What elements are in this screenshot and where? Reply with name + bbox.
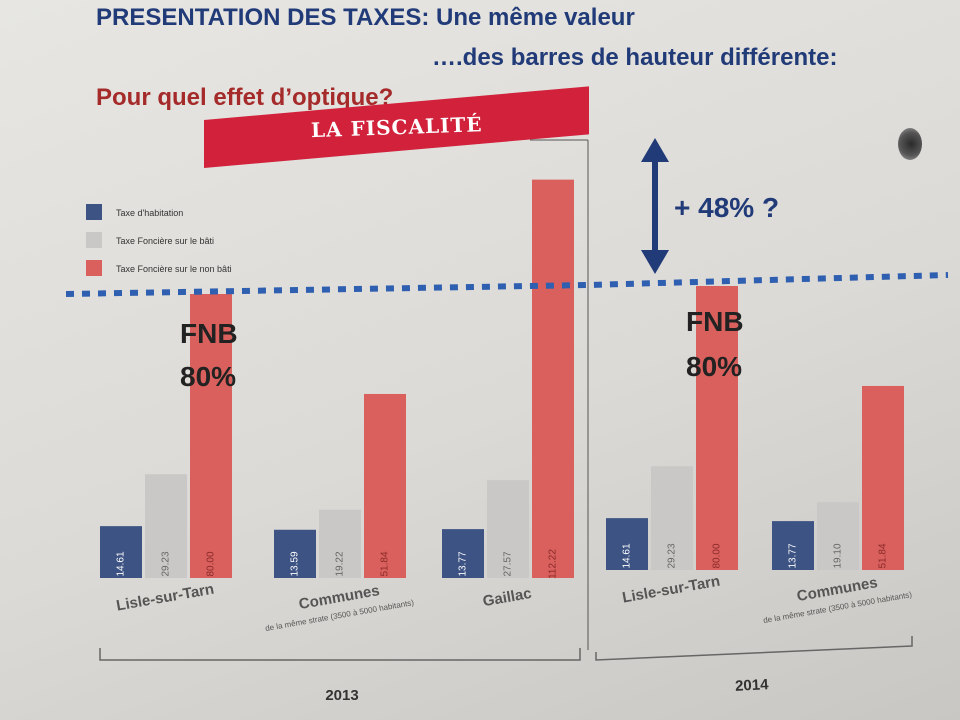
legend-label: Taxe Foncière sur le bâti <box>116 236 214 246</box>
legend-label: Taxe d'habitation <box>116 208 183 218</box>
bar-2014-0-0 <box>606 518 648 570</box>
bar-2014-0-1 <box>651 466 693 570</box>
bar-value-label: 29.23 <box>161 551 172 576</box>
legend-swatch-0 <box>86 204 102 220</box>
year-label-2014: 2014 <box>735 676 770 695</box>
bracket-2013 <box>99 648 581 661</box>
bar-2013-2-1 <box>487 480 529 578</box>
category-label: Gaillac <box>482 585 533 610</box>
header-subtitle: ….des barres de hauteur différente: <box>432 44 838 71</box>
bar-2014-1-0 <box>772 521 814 570</box>
fnb-value-2013: 80% <box>180 361 236 392</box>
category-label: Lisle-sur-Tarn <box>621 573 721 607</box>
bar-value-label: 80.00 <box>712 543 723 568</box>
arrow-up-head <box>641 138 669 162</box>
bar-value-label: 19.22 <box>335 551 346 576</box>
bar-2013-1-0 <box>274 529 316 578</box>
bar-value-label: 19.10 <box>833 543 844 568</box>
bar-2013-0-0 <box>100 526 142 578</box>
bar-value-label: 80.00 <box>206 551 217 576</box>
bar-value-label: 13.59 <box>290 551 301 576</box>
bar-value-label: 51.84 <box>878 543 889 568</box>
bracket-2014 <box>595 636 913 661</box>
category-label: Lisle-sur-Tarn <box>115 581 215 615</box>
arrow-down-head <box>641 250 669 274</box>
bar-2013-2-0 <box>442 529 484 578</box>
bar-2014-1-2 <box>862 385 904 570</box>
legend-swatch-1 <box>86 232 102 248</box>
punch-hole <box>898 128 922 160</box>
fnb-value-2014: 80% <box>686 351 742 382</box>
bar-value-label: 51.84 <box>380 551 391 576</box>
bar-value-label: 14.61 <box>622 543 633 568</box>
header-question: Pour quel effet d’optique? <box>96 84 394 111</box>
fnb-label-2014: FNB <box>686 306 744 337</box>
legend-label: Taxe Foncière sur le non bâti <box>116 264 232 274</box>
bar-2013-2-2 <box>532 179 574 578</box>
legend-swatch-2 <box>86 260 102 276</box>
reference-dotted-line <box>65 272 949 297</box>
bar-value-label: 14.61 <box>116 551 127 576</box>
bar-value-label: 29.23 <box>667 543 678 568</box>
year-label-2013: 2013 <box>325 687 358 704</box>
bar-2013-0-1 <box>145 474 187 578</box>
bar-value-label: 13.77 <box>458 551 469 576</box>
bar-2013-0-2 <box>190 294 232 578</box>
bar-value-label: 112.22 <box>548 549 559 579</box>
header-title: PRESENTATION DES TAXES: Une même valeur <box>96 4 635 31</box>
bar-value-label: 13.77 <box>788 543 799 568</box>
bar-2013-1-1 <box>319 509 361 578</box>
bar-2014-0-2 <box>696 286 738 570</box>
fnb-label-2013: FNB <box>180 318 238 349</box>
bar-value-label: 27.57 <box>503 551 514 576</box>
bar-2013-1-2 <box>364 393 406 578</box>
bar-2014-1-1 <box>817 502 859 570</box>
increase-annotation: + 48% ? <box>674 192 779 223</box>
